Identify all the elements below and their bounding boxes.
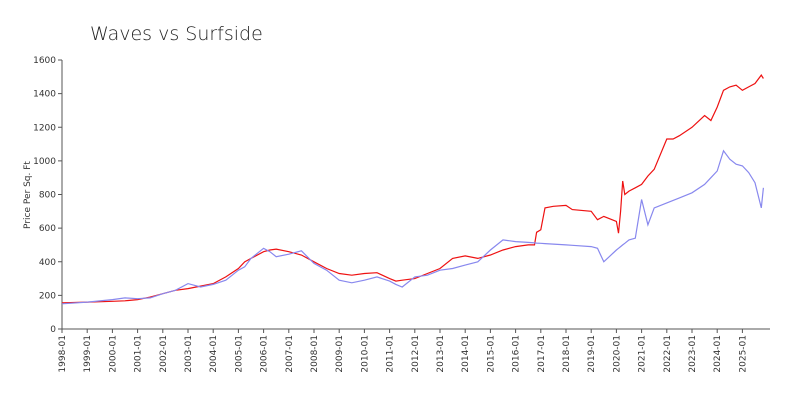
x-tick-label: 2015-01 (486, 335, 496, 373)
y-tick-label: 1200 (33, 123, 56, 133)
y-axis-label: Price Per Sq. Ft (23, 161, 33, 229)
y-tick-label: 600 (39, 224, 56, 234)
y-tick-label: 200 (39, 291, 56, 301)
x-tick-label: 2009-01 (335, 335, 345, 373)
x-tick-label: 2006-01 (260, 335, 270, 373)
x-tick-label: 2023-01 (688, 335, 698, 373)
x-tick-label: 2013-01 (436, 335, 446, 373)
y-tick-label: 1600 (33, 56, 56, 66)
x-tick-label: 2022-01 (663, 335, 673, 373)
x-tick-label: 2025-01 (738, 335, 748, 373)
x-tick-label: 2021-01 (638, 335, 648, 373)
x-tick-label: 2010-01 (360, 335, 370, 373)
x-tick-label: 2007-01 (285, 335, 295, 373)
y-tick-label: 400 (39, 258, 56, 268)
x-tick-label: 2004-01 (209, 335, 219, 373)
chart-title: Waves vs Surfside (90, 23, 263, 45)
x-tick-label: 2014-01 (461, 335, 471, 373)
x-tick-label: 2012-01 (411, 335, 421, 373)
x-tick-label: 2002-01 (159, 335, 169, 373)
x-tick-label: 2018-01 (562, 335, 572, 373)
x-tick-label: 2020-01 (612, 335, 622, 373)
x-tick-label: 2024-01 (713, 335, 723, 373)
x-tick-label: 1999-01 (83, 335, 93, 373)
y-tick-label: 0 (50, 325, 56, 335)
x-tick-label: 1998-01 (58, 335, 68, 373)
x-tick-label: 2005-01 (234, 335, 244, 373)
y-tick-label: 1000 (33, 157, 56, 167)
x-tick-label: 2011-01 (386, 335, 396, 373)
y-tick-label: 1400 (33, 90, 56, 100)
x-tick-label: 2001-01 (134, 335, 144, 373)
x-tick-label: 2000-01 (108, 335, 118, 373)
x-tick-label: 2008-01 (310, 335, 320, 373)
x-tick-label: 2016-01 (512, 335, 522, 373)
x-tick-label: 2003-01 (184, 335, 194, 373)
x-tick-label: 2017-01 (537, 335, 547, 373)
series-line (61, 149, 764, 305)
y-tick-label: 800 (39, 191, 56, 201)
x-tick-label: 2019-01 (587, 335, 597, 373)
series-line (61, 74, 764, 304)
